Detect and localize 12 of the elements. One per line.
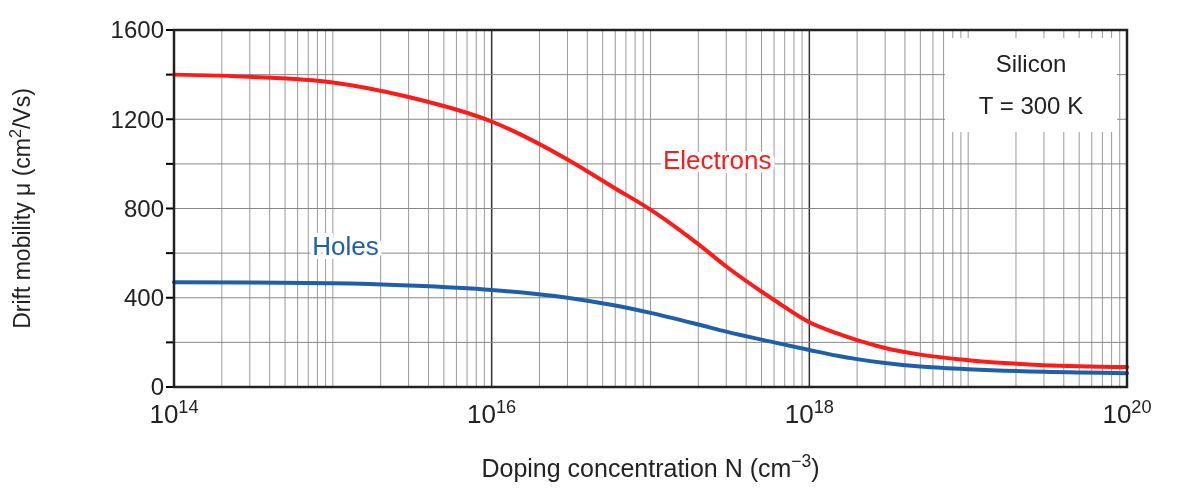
y-tick-label: 800 — [123, 194, 164, 222]
annotation: Silicon — [995, 50, 1067, 77]
y-tick-label: 1200 — [110, 105, 164, 133]
annotation: T = 300 K — [978, 92, 1084, 119]
series-label: Holes — [312, 230, 379, 261]
x-tick-label: 10$^{18}$ — [784, 397, 834, 429]
series-label: Electrons — [663, 145, 772, 176]
y-tick-label: 1600 — [110, 16, 164, 44]
x-tick-label: 10$^{20}$ — [1102, 397, 1152, 429]
x-tick-label: 10$^{16}$ — [467, 397, 517, 429]
x-axis-title: Doping concentration N (cm$^{−3}$) — [481, 451, 820, 482]
y-tick-label: 400 — [123, 284, 164, 312]
